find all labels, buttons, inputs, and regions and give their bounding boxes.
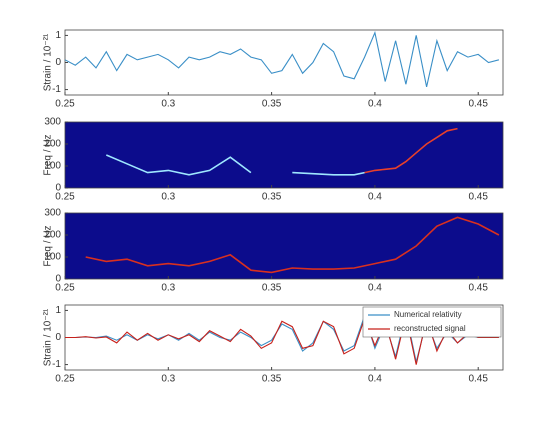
legend-label: reconstructed signal [394,324,466,333]
x-tick-label: 0.45 [468,192,488,203]
y-axis-label: Strain / 10⁻²¹ [43,33,54,91]
x-tick-label: 0.35 [262,283,282,294]
x-tick-label: 0.35 [262,192,282,203]
x-tick-label: 0.4 [368,99,382,110]
y-tick-label: 200 [44,230,61,241]
y-tick-label: 1 [55,30,61,41]
x-tick-label: 0.3 [161,374,175,385]
x-tick-label: 0.45 [468,374,488,385]
series-line [85,216,500,274]
x-tick-label: 0.25 [55,283,75,294]
x-tick-label: 0.4 [368,283,382,294]
x-tick-label: 0.35 [262,374,282,385]
x-tick-label: 0.3 [161,283,175,294]
y-tick-label: 0 [55,274,61,285]
x-tick-label: 0.3 [161,99,175,110]
y-tick-label: 0 [55,57,61,68]
series-line [292,171,365,176]
spectrogram-background [64,121,504,189]
x-tick-label: 0.25 [55,374,75,385]
series-line [105,154,252,176]
y-tick-label: -1 [52,84,61,95]
x-tick-label: 0.45 [468,99,488,110]
x-tick-label: 0.45 [468,283,488,294]
y-tick-label: 0 [55,183,61,194]
x-tick-label: 0.35 [262,99,282,110]
y-tick-label: 300 [44,208,61,219]
y-tick-label: -1 [52,359,61,370]
legend-label: Numerical relativity [394,310,462,319]
y-axis-label: Freq / Hz [43,225,54,266]
y-tick-label: 200 [44,139,61,150]
series-line [64,30,500,88]
series-line [364,127,458,174]
x-tick-label: 0.3 [161,192,175,203]
y-tick-label: 100 [44,252,61,263]
plot-area [64,29,504,96]
legend-box [362,306,502,338]
x-tick-label: 0.25 [55,192,75,203]
y-tick-label: 0 [55,332,61,343]
y-axis-label: Strain / 10⁻²¹ [43,308,54,366]
y-tick-label: 1 [55,305,61,316]
y-tick-label: 100 [44,161,61,172]
x-tick-label: 0.25 [55,99,75,110]
y-axis-label: Freq / Hz [43,134,54,175]
x-tick-label: 0.4 [368,192,382,203]
spectrogram-background [64,212,504,280]
y-tick-label: 300 [44,117,61,128]
x-tick-label: 0.4 [368,374,382,385]
